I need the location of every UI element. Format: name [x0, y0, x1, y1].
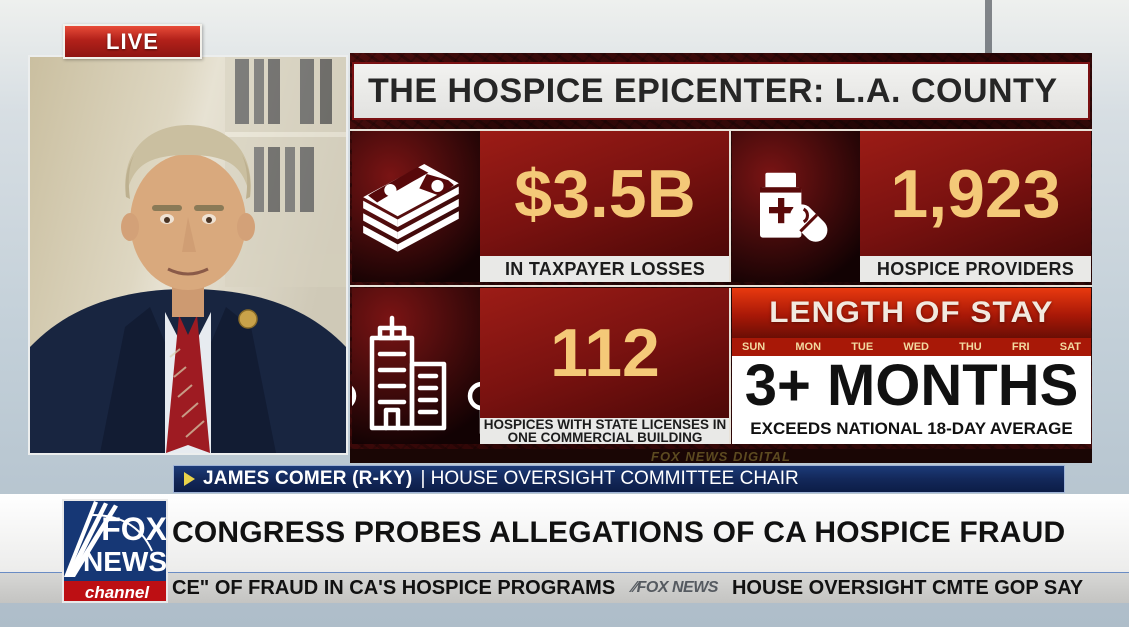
svg-text:NEWS: NEWS: [83, 546, 167, 577]
svg-text:FOX: FOX: [101, 511, 167, 547]
